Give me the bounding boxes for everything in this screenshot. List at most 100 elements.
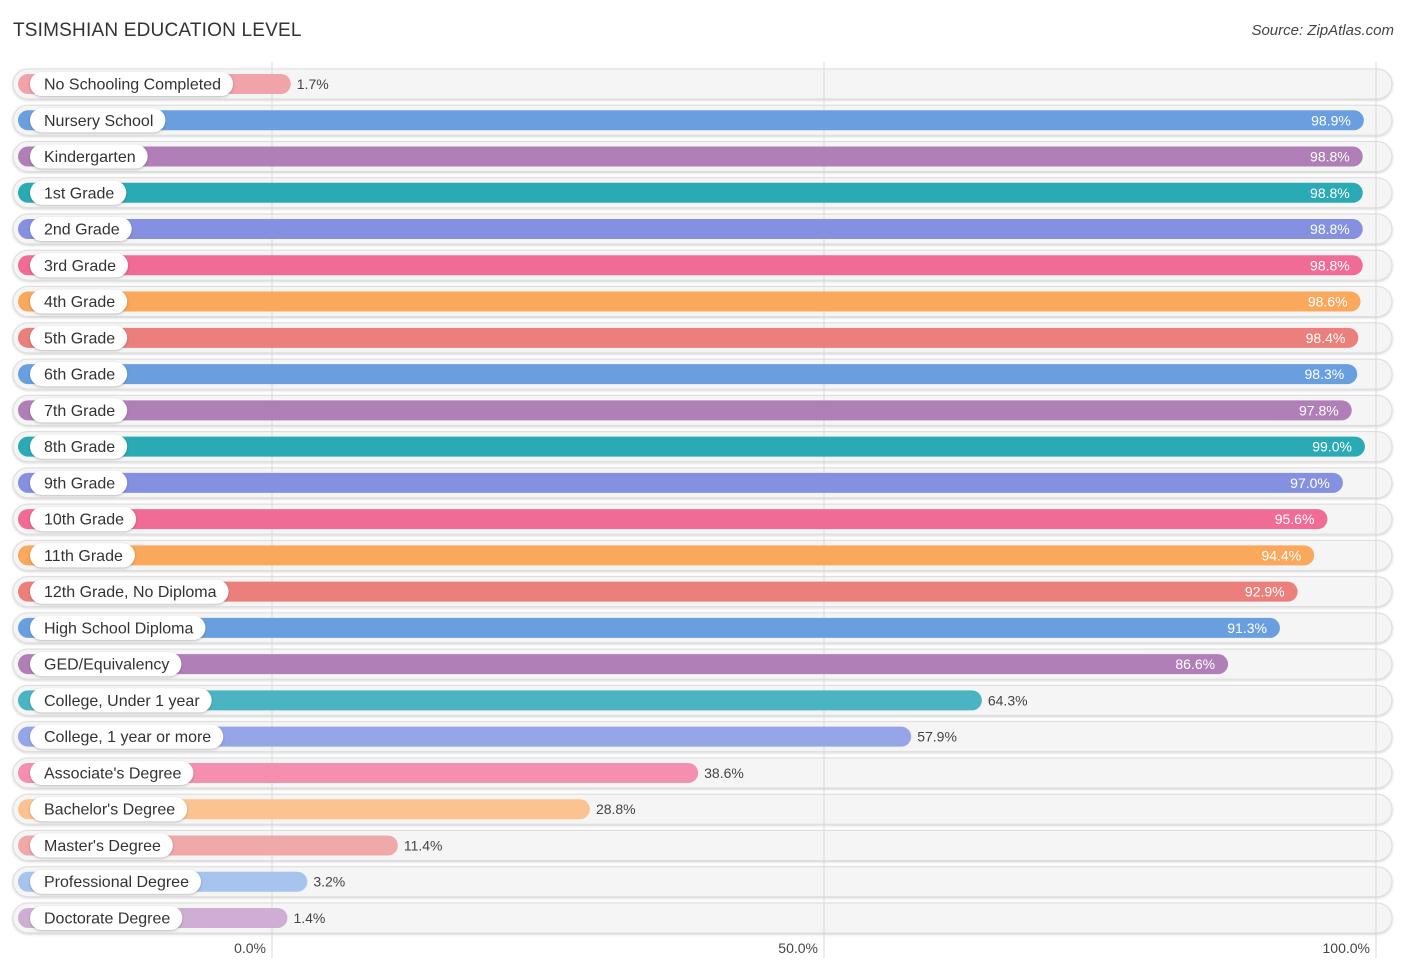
bar-row: Kindergarten 98.8% xyxy=(18,144,1363,169)
value-label: 38.6% xyxy=(704,765,744,781)
category-label: GED/Equivalency xyxy=(44,657,169,674)
bar-row: College, Under 1 year 64.3% xyxy=(18,688,1028,713)
bar-row: 9th Grade 97.0% xyxy=(18,470,1343,495)
value-label: 92.9% xyxy=(1245,584,1285,600)
bar-row: 5th Grade 98.4% xyxy=(18,325,1359,350)
category-label: No Schooling Completed xyxy=(44,77,221,94)
value-label: 98.3% xyxy=(1305,366,1345,382)
value-label: 98.8% xyxy=(1310,149,1350,165)
bar-row: 2nd Grade 98.8% xyxy=(18,217,1363,242)
bar-row: Associate's Degree 38.6% xyxy=(18,760,744,785)
value-label: 57.9% xyxy=(917,729,957,745)
value-label: 98.8% xyxy=(1310,257,1350,273)
bars: No Schooling Completed 1.7% Nursery School… xyxy=(18,72,1365,930)
category-label: 7th Grade xyxy=(44,403,115,420)
category-label-pill xyxy=(30,289,128,314)
tick-label: 100.0% xyxy=(1323,940,1370,956)
bar xyxy=(18,726,912,747)
bar xyxy=(18,219,1363,240)
category-label-pill xyxy=(30,434,128,459)
value-label: 64.3% xyxy=(988,692,1028,708)
value-label: 1.4% xyxy=(293,910,325,926)
bar xyxy=(18,581,1298,602)
value-label: 1.7% xyxy=(297,76,329,92)
bar-row: Master's Degree 11.4% xyxy=(18,833,443,858)
category-label-pill xyxy=(30,398,128,423)
category-label: Bachelor's Degree xyxy=(44,802,175,819)
value-label: 98.6% xyxy=(1308,294,1348,310)
bar xyxy=(18,110,1364,131)
bar xyxy=(18,654,1229,675)
tick-label: 50.0% xyxy=(778,940,818,956)
bar xyxy=(18,509,1328,530)
bar xyxy=(18,400,1352,421)
category-label: College, 1 year or more xyxy=(44,729,211,746)
bar xyxy=(18,364,1358,385)
category-label: Kindergarten xyxy=(44,149,136,166)
category-label-pill xyxy=(30,180,127,205)
category-label: 5th Grade xyxy=(44,330,115,347)
x-axis-ticks: 0.0% 50.0% 100.0% xyxy=(234,940,1370,956)
category-label: 2nd Grade xyxy=(44,222,120,239)
category-label: Professional Degree xyxy=(44,874,189,891)
category-label-pill xyxy=(30,833,173,858)
category-label: Associate's Degree xyxy=(44,765,181,782)
bar-row: 6th Grade 98.3% xyxy=(18,362,1358,387)
value-label: 97.8% xyxy=(1299,402,1339,418)
value-label: 95.6% xyxy=(1275,511,1315,527)
value-label: 86.6% xyxy=(1175,656,1215,672)
bar xyxy=(18,436,1365,457)
bar xyxy=(18,690,982,711)
value-label: 11.4% xyxy=(404,837,443,853)
category-label-pill xyxy=(30,72,233,96)
value-label: 91.3% xyxy=(1227,620,1267,636)
category-label-pill xyxy=(30,869,201,894)
bar xyxy=(18,182,1363,203)
category-label: College, Under 1 year xyxy=(44,693,200,710)
category-label-pill xyxy=(30,760,194,785)
row-track xyxy=(12,902,1393,934)
bar-row: 1st Grade 98.8% xyxy=(18,180,1363,205)
category-label-pill xyxy=(30,325,128,350)
category-label: 10th Grade xyxy=(44,512,124,529)
bar-row: Nursery School 98.9% xyxy=(18,108,1364,133)
category-label-pill xyxy=(30,470,128,495)
bar-row: 10th Grade 95.6% xyxy=(18,507,1328,532)
category-label-pill xyxy=(30,543,135,568)
bar xyxy=(18,255,1363,276)
category-label-pill xyxy=(30,217,132,242)
category-label-pill xyxy=(30,688,212,713)
bar-row: 3rd Grade 98.8% xyxy=(18,253,1363,278)
category-label-pill xyxy=(30,579,229,604)
bar-row: 12th Grade, No Diploma 92.9% xyxy=(18,579,1298,604)
bar-row: Bachelor's Degree 28.8% xyxy=(18,797,636,822)
category-label-pill xyxy=(30,144,148,169)
category-label: Master's Degree xyxy=(44,838,161,855)
category-label: 3rd Grade xyxy=(44,258,116,275)
category-label: 12th Grade, No Diploma xyxy=(44,584,217,601)
category-label: 1st Grade xyxy=(44,185,114,202)
bar-row: Professional Degree 3.2% xyxy=(18,869,345,894)
bar-row: College, 1 year or more 57.9% xyxy=(18,724,957,749)
category-label-pill xyxy=(30,905,183,930)
value-label: 99.0% xyxy=(1312,439,1352,455)
bar-row: 4th Grade 98.6% xyxy=(18,289,1361,314)
value-label: 98.4% xyxy=(1306,330,1346,346)
value-label: 28.8% xyxy=(596,801,636,817)
category-label-pill xyxy=(30,797,188,822)
value-label: 3.2% xyxy=(313,874,345,890)
value-label: 98.8% xyxy=(1310,185,1350,201)
category-label-pill xyxy=(30,615,206,640)
bar-row: High School Diploma 91.3% xyxy=(18,615,1280,640)
category-label: 11th Grade xyxy=(44,548,123,565)
category-label: 9th Grade xyxy=(44,475,115,492)
bar xyxy=(18,617,1280,638)
bar-row: 8th Grade 99.0% xyxy=(18,434,1365,459)
category-label-pill xyxy=(30,652,182,677)
category-label: High School Diploma xyxy=(44,620,194,637)
category-label: 4th Grade xyxy=(44,294,115,311)
category-label-pill xyxy=(30,507,137,532)
bar-row: No Schooling Completed 1.7% xyxy=(18,72,329,96)
value-label: 97.0% xyxy=(1290,475,1330,491)
